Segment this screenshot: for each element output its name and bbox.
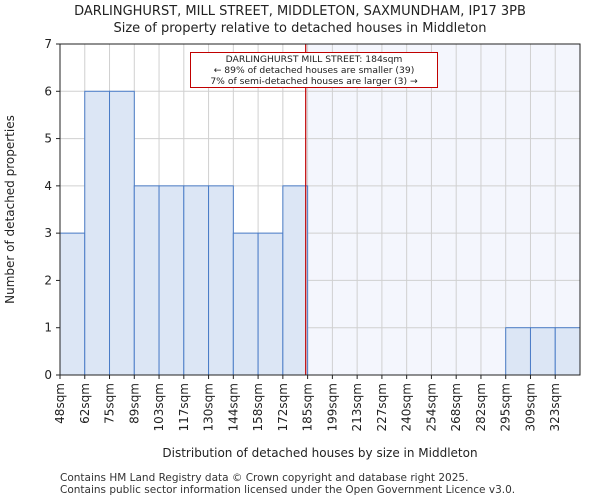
x-tick-label: 227sqm: [375, 383, 389, 431]
x-tick-label: 282sqm: [474, 383, 488, 431]
y-tick-label: 3: [44, 226, 52, 240]
bar: [505, 327, 531, 376]
x-tick-label: 130sqm: [202, 383, 216, 431]
bar: [208, 185, 234, 376]
x-tick-label: 268sqm: [449, 383, 463, 431]
x-tick-label: 89sqm: [127, 383, 141, 424]
annotation-line-3: 7% of semi-detached houses are larger (3…: [210, 76, 418, 87]
y-tick-label: 7: [44, 37, 52, 51]
bar: [232, 232, 259, 376]
footer-line-1: Contains HM Land Registry data © Crown c…: [60, 472, 469, 484]
x-tick-label: 309sqm: [523, 383, 537, 431]
x-tick-label: 75sqm: [103, 383, 117, 424]
y-tick-label: 5: [44, 132, 52, 146]
bar: [109, 90, 135, 376]
bar: [529, 327, 556, 376]
x-tick-label: 117sqm: [177, 383, 191, 431]
bar: [59, 232, 86, 376]
annotation-line-1: DARLINGHURST MILL STREET: 184sqm: [225, 54, 403, 65]
x-tick-label: 199sqm: [325, 383, 339, 431]
bar: [257, 232, 284, 376]
y-tick-label: 6: [44, 84, 52, 98]
chart-canvas: 0 1 2 3 4 5 6 7 48sqm 62sqm 75sqm 89sqm 103sqm 117sqm…: [3, 37, 581, 460]
y-axis-label: Number of detached properties: [3, 115, 17, 304]
property-annotation: DARLINGHURST MILL STREET: 184sqm ← 89% o…: [190, 52, 438, 88]
bar: [282, 185, 309, 376]
plot-frame: [59, 43, 581, 376]
bar: [133, 185, 160, 376]
x-tick-label: 62sqm: [78, 383, 92, 424]
x-tick-label: 103sqm: [152, 383, 166, 431]
chart-subtitle: Size of property relative to detached ho…: [113, 21, 487, 36]
x-tick-label: 254sqm: [424, 383, 438, 431]
x-tick-label: 213sqm: [350, 383, 364, 431]
x-tick-label: 48sqm: [53, 383, 67, 424]
x-tick-label: 144sqm: [226, 383, 240, 431]
x-tick-label: 172sqm: [276, 383, 290, 431]
bar: [183, 185, 210, 376]
y-tick-label: 0: [44, 368, 52, 382]
bar: [554, 327, 581, 376]
x-tick-label: 158sqm: [251, 383, 265, 431]
chart-title: DARLINGHURST, MILL STREET, MIDDLETON, SA…: [74, 4, 526, 19]
bar: [84, 90, 111, 376]
x-axis-label: Distribution of detached houses by size …: [162, 446, 477, 460]
annotation-line-2: ← 89% of detached houses are smaller (39…: [213, 65, 415, 76]
x-tick-label: 240sqm: [400, 383, 414, 431]
y-tick-label: 4: [44, 179, 52, 193]
x-tick-label: 185sqm: [301, 383, 315, 431]
y-tick-label: 1: [44, 321, 52, 335]
x-tick-label: 295sqm: [499, 383, 513, 431]
y-tick-label: 2: [44, 273, 52, 287]
bar: [158, 185, 185, 376]
highlight-region: [305, 44, 580, 375]
x-tick-label: 323sqm: [548, 383, 562, 431]
footer-line-2: Contains public sector information licen…: [60, 484, 516, 496]
